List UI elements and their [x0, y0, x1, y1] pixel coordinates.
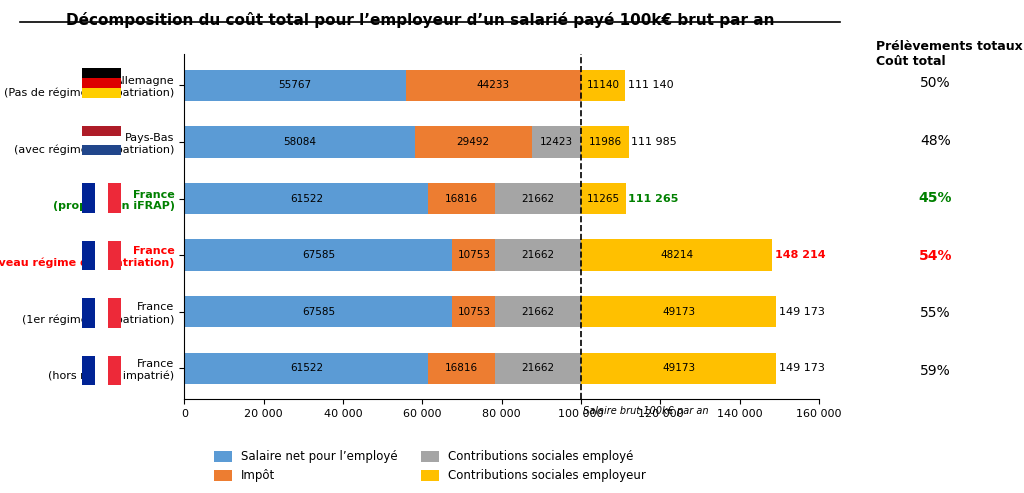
Text: Prélèvements totaux
Coût total: Prélèvements totaux Coût total: [876, 40, 1022, 69]
Bar: [82, 88, 121, 98]
Text: Salaire brut 100k€ par an: Salaire brut 100k€ par an: [583, 406, 709, 416]
Text: 21662: 21662: [521, 250, 555, 260]
Bar: [428, 352, 496, 384]
Text: 148 214: 148 214: [775, 250, 825, 260]
Text: 21662: 21662: [521, 194, 555, 204]
Text: 21662: 21662: [521, 363, 555, 373]
Text: 45%: 45%: [919, 191, 952, 205]
Text: 16816: 16816: [445, 363, 478, 373]
Text: 48214: 48214: [660, 250, 693, 260]
Bar: [184, 183, 428, 214]
Bar: [82, 68, 121, 78]
Text: 59%: 59%: [920, 363, 951, 378]
Text: 11986: 11986: [589, 137, 622, 147]
Bar: [82, 126, 121, 136]
Bar: [95, 241, 108, 270]
Text: 149 173: 149 173: [778, 363, 824, 373]
Text: 48%: 48%: [920, 134, 951, 147]
Text: 67585: 67585: [302, 250, 335, 260]
Text: 58084: 58084: [283, 137, 316, 147]
Text: 111 140: 111 140: [628, 80, 674, 90]
Bar: [108, 298, 121, 328]
Bar: [496, 183, 582, 214]
Bar: [108, 183, 121, 213]
Bar: [82, 136, 121, 145]
Bar: [82, 298, 95, 328]
Bar: [184, 126, 415, 158]
Bar: [82, 356, 95, 386]
Bar: [95, 298, 108, 328]
Text: 55%: 55%: [921, 306, 950, 320]
Bar: [82, 78, 121, 88]
Bar: [531, 126, 581, 158]
Bar: [184, 240, 453, 271]
Bar: [82, 145, 121, 155]
Text: 16816: 16816: [445, 194, 478, 204]
Bar: [582, 240, 772, 271]
Text: 10753: 10753: [458, 250, 490, 260]
Bar: [428, 183, 496, 214]
Bar: [108, 356, 121, 386]
Bar: [496, 296, 582, 327]
Text: 12423: 12423: [540, 137, 573, 147]
Text: 61522: 61522: [290, 363, 323, 373]
Bar: [453, 240, 496, 271]
Text: 50%: 50%: [921, 76, 950, 90]
Text: 111 985: 111 985: [631, 137, 677, 147]
Bar: [95, 356, 108, 386]
Bar: [415, 126, 531, 158]
Text: 149 173: 149 173: [778, 307, 824, 317]
Bar: [453, 296, 496, 327]
Legend: Salaire net pour l’employé, Impôt, Contributions sociales employé, Contributions: Salaire net pour l’employé, Impôt, Contr…: [209, 446, 651, 487]
Text: 111 265: 111 265: [628, 194, 679, 204]
Text: 49173: 49173: [663, 363, 695, 373]
Bar: [582, 70, 626, 101]
Text: 10753: 10753: [458, 307, 490, 317]
Text: 11265: 11265: [587, 194, 621, 204]
Text: 55767: 55767: [279, 80, 311, 90]
Text: 49173: 49173: [663, 307, 695, 317]
Bar: [581, 126, 629, 158]
Bar: [82, 183, 95, 213]
Bar: [582, 296, 776, 327]
Bar: [582, 352, 776, 384]
Bar: [582, 183, 626, 214]
Bar: [496, 240, 582, 271]
Bar: [108, 241, 121, 270]
Bar: [184, 70, 406, 101]
Text: 67585: 67585: [302, 307, 335, 317]
Text: Décomposition du coût total pour l’employeur d’un salarié payé 100k€ brut par an: Décomposition du coût total pour l’emplo…: [66, 12, 774, 28]
Text: 54%: 54%: [919, 248, 952, 263]
Bar: [406, 70, 582, 101]
Text: 11140: 11140: [587, 80, 620, 90]
Bar: [184, 352, 428, 384]
Text: 29492: 29492: [457, 137, 489, 147]
Bar: [184, 296, 453, 327]
Text: 44233: 44233: [477, 80, 510, 90]
Text: 21662: 21662: [521, 307, 555, 317]
Text: 61522: 61522: [290, 194, 323, 204]
Bar: [82, 241, 95, 270]
Bar: [496, 352, 582, 384]
Bar: [95, 183, 108, 213]
